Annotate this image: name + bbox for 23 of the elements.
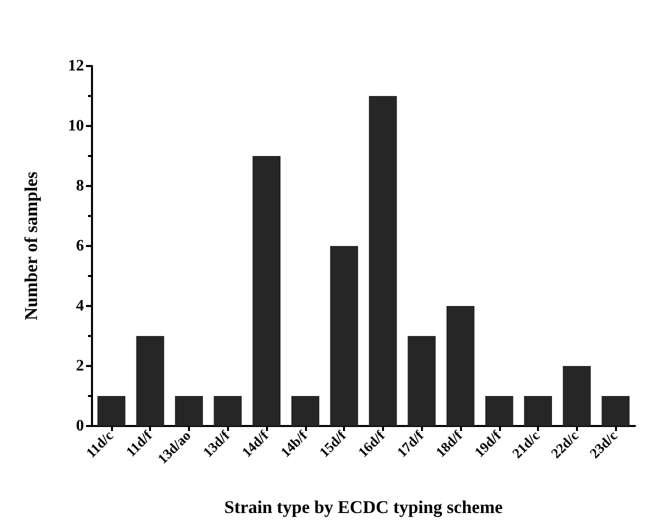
bar (408, 336, 436, 426)
bar (291, 396, 320, 426)
bar (446, 306, 474, 426)
y-tick-label: 6 (76, 238, 84, 254)
bar (485, 396, 514, 426)
bar (214, 396, 242, 426)
y-tick-label: 0 (76, 418, 84, 434)
y-tick-label: 4 (76, 298, 84, 314)
bar (602, 396, 630, 426)
x-axis-title: Strain type by ECDC typing scheme (224, 497, 503, 517)
bar (175, 396, 203, 426)
y-tick-label: 2 (76, 358, 84, 374)
bar (252, 156, 280, 426)
bar (97, 396, 126, 426)
bar (562, 366, 591, 426)
bar (136, 336, 164, 426)
bar (330, 246, 358, 426)
y-tick-label: 8 (76, 178, 84, 194)
bar (368, 96, 397, 426)
y-axis-title: Number of samples (21, 172, 41, 320)
y-tick-label: 12 (68, 58, 84, 74)
y-tick-label: 10 (68, 118, 84, 134)
bar (524, 396, 552, 426)
